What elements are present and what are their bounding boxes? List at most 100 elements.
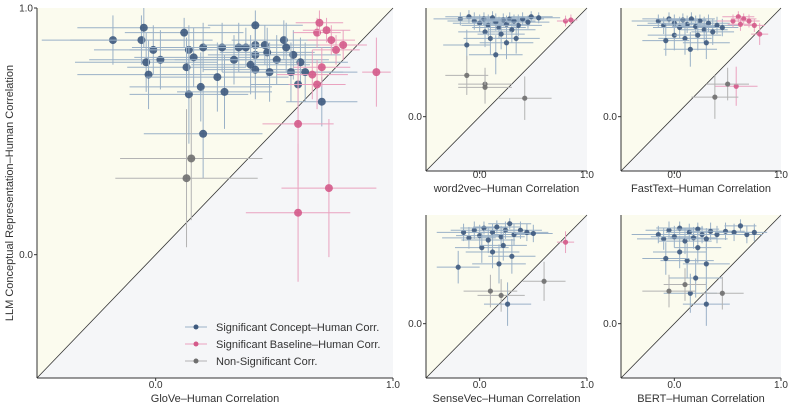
data-points [631, 219, 768, 326]
point-marker [731, 229, 737, 235]
point-marker [482, 29, 488, 35]
x-tick-label: 0.0 [149, 380, 163, 391]
point-marker [496, 261, 502, 267]
diagonal-line [425, 7, 588, 172]
data-point-concept [514, 224, 553, 243]
data-point-nonsig [663, 268, 707, 301]
point-marker [666, 288, 672, 294]
legend-nonsig-label: Non-Significant Corr. [216, 356, 318, 368]
point-marker [500, 242, 506, 249]
data-point-concept [473, 220, 521, 234]
point-marker [327, 36, 336, 45]
panel-fasttext: 0.0 1.0 0.0 FastText–Human Correlation [603, 7, 788, 195]
x-tick-label: 0.0 [473, 380, 487, 391]
point-marker [524, 229, 530, 235]
point-marker [677, 225, 683, 231]
data-point-baseline [362, 37, 391, 107]
data-point-concept [674, 19, 722, 51]
data-point-concept [631, 225, 685, 244]
data-point-concept [177, 54, 272, 129]
point-marker [703, 301, 709, 307]
data-point-concept [724, 219, 757, 233]
point-marker [682, 281, 688, 288]
point-marker [213, 73, 222, 82]
data-point-nonsig [642, 274, 696, 308]
point-marker [528, 14, 534, 20]
point-marker [666, 227, 672, 233]
point-marker [322, 26, 331, 35]
data-point-concept [483, 282, 532, 326]
legend-baseline-marker [193, 341, 199, 347]
point-marker [503, 40, 510, 46]
data-point-nonsig [701, 276, 744, 310]
point-marker [509, 253, 515, 259]
point-marker [504, 301, 511, 307]
data-point-concept [472, 244, 526, 284]
point-marker [517, 227, 524, 233]
point-marker [315, 18, 324, 27]
data-point-concept [691, 18, 735, 45]
data-point-concept [714, 223, 754, 242]
point-marker [317, 63, 326, 72]
data-point-nonsig [115, 109, 258, 248]
data-point-concept [674, 232, 722, 263]
data-point-concept [443, 29, 491, 61]
data-point-nonsig [691, 75, 739, 119]
data-point-concept [672, 15, 720, 38]
data-point-baseline [302, 17, 351, 43]
data-point-concept [498, 221, 542, 239]
point-marker [485, 237, 491, 243]
x-axis-label: GloVe–Human Correlation [151, 393, 279, 405]
data-point-concept [479, 26, 534, 60]
point-marker [455, 264, 461, 270]
point-marker [509, 27, 515, 33]
point-marker [487, 288, 493, 294]
data-point-concept [479, 230, 527, 261]
point-marker [690, 235, 697, 241]
data-point-baseline [714, 66, 758, 106]
data-point-nonsig [522, 261, 566, 301]
point-marker [725, 81, 731, 87]
point-marker [332, 45, 341, 54]
point-marker [494, 224, 500, 230]
point-marker [746, 18, 752, 24]
data-point-baseline [312, 35, 360, 65]
data-point-concept [695, 16, 739, 35]
point-marker [489, 229, 496, 235]
point-marker [498, 234, 504, 240]
y-axis-label: LLM Conceptual Representation–Human Corr… [4, 65, 16, 321]
point-marker [719, 24, 725, 31]
x-tick-label: 1.0 [774, 170, 788, 181]
data-point-concept [146, 42, 289, 112]
data-point-concept [238, 22, 334, 73]
data-point-concept [682, 244, 730, 284]
point-marker [562, 18, 569, 24]
point-marker [688, 16, 695, 22]
x-tick-label: 1.0 [580, 170, 594, 181]
point-marker [313, 80, 322, 89]
data-points [436, 218, 575, 326]
y-tick-label: 0.0 [19, 250, 33, 261]
point-marker [705, 20, 712, 26]
data-point-baseline [743, 18, 765, 32]
point-marker [479, 245, 485, 251]
point-marker [655, 231, 661, 238]
data-point-concept [468, 35, 523, 75]
data-point-concept [436, 250, 480, 284]
point-marker [735, 14, 741, 20]
point-marker [682, 35, 688, 42]
legend-entry-baseline: Significant Baseline–Human Corr. [185, 339, 380, 351]
point-marker [682, 238, 688, 244]
legend-entry-nonsig: Non-Significant Corr. [185, 356, 318, 368]
point-marker [719, 290, 725, 296]
data-point-baseline [319, 30, 367, 60]
point-marker [751, 22, 757, 28]
point-marker [498, 292, 504, 299]
data-point-concept [129, 52, 272, 122]
legend-concept-label: Significant Concept–Human Corr. [216, 322, 379, 334]
point-marker [308, 70, 317, 79]
y-tick-label: 1.0 [19, 4, 33, 15]
point-marker [372, 68, 381, 77]
point-marker [317, 97, 326, 106]
point-marker [466, 235, 472, 241]
